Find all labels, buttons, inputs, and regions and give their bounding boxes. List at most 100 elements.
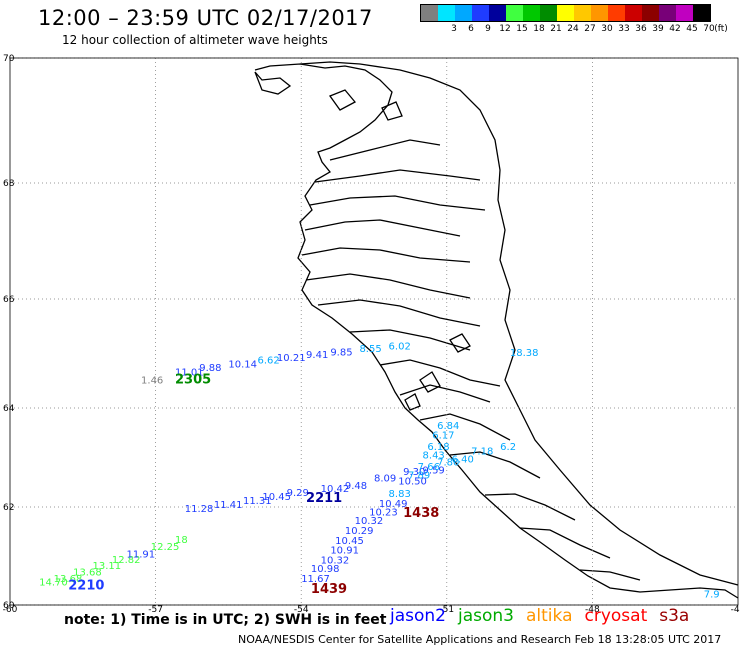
- wave-height-value: 10.42: [321, 484, 350, 495]
- fjord: [349, 329, 471, 351]
- coast-island: [328, 89, 357, 111]
- wave-height-value: 11.01: [175, 367, 204, 378]
- wave-height-value: 11.67: [301, 574, 330, 585]
- wave-height-value: 13.68: [54, 574, 83, 585]
- lon-tick-label: -54: [294, 605, 309, 615]
- wave-height-value: 6.18: [427, 442, 449, 453]
- fjord: [419, 413, 511, 441]
- fjord: [484, 493, 576, 521]
- axis-ticks: 70 68 66 64 62 60-60 -57 -54 -51 -48 -45: [3, 54, 740, 615]
- wave-height-value: 9.59: [423, 465, 445, 476]
- legend-label: 36: [635, 24, 647, 34]
- legend-swatch: [421, 5, 438, 21]
- pass-time-label: 1438: [403, 506, 439, 521]
- wave-height-value: 7.80: [437, 457, 459, 468]
- wave-height-value: 10.14: [228, 360, 257, 371]
- coast-island: [381, 101, 403, 121]
- satellite-legend: jason2 jason3 altika cryosat s3a: [390, 606, 689, 626]
- wave-height-value: 12.25: [151, 542, 180, 553]
- satellite-name: jason3: [458, 606, 514, 626]
- legend-swatch: [472, 5, 489, 21]
- legend-swatch: [523, 5, 540, 21]
- pass-time-label: 2210: [68, 578, 104, 593]
- legend-label: 18: [533, 24, 545, 34]
- wave-height-value: 8.83: [389, 489, 411, 500]
- wave-height-value: 10.32: [321, 555, 350, 566]
- wave-height-value: 14.70: [39, 577, 68, 588]
- legend-label: 33: [618, 24, 630, 34]
- wave-height-value: 11.41: [214, 500, 243, 511]
- legend-label: 39: [652, 24, 664, 34]
- legend-label: 27: [584, 24, 596, 34]
- legend-label: 15: [516, 24, 528, 34]
- color-scale-legend: 3 6 9 12 15 18 21 24 27 30 33 36 39 42 45 70 (ft): [420, 4, 728, 36]
- legend-unit: (ft): [714, 24, 728, 34]
- map-subtitle: 12 hour collection of altimeter wave hei…: [62, 33, 328, 47]
- wave-height-value: 6.17: [432, 431, 454, 442]
- lon-tick-label: -51: [439, 605, 454, 615]
- legend-swatch: [574, 5, 591, 21]
- legend-swatch: [489, 5, 506, 21]
- lon-tick-label: -45: [731, 605, 740, 615]
- legend-swatch: [591, 5, 608, 21]
- wave-height-value: 8.55: [359, 344, 381, 355]
- lat-tick-label: 70: [3, 54, 15, 64]
- wave-height-value: 6.84: [437, 421, 459, 432]
- legend-swatch: [455, 5, 472, 21]
- fjord: [399, 384, 491, 403]
- wave-height-value: 6.02: [389, 342, 411, 353]
- legend-swatch: [608, 5, 625, 21]
- map-frame: [9, 57, 739, 606]
- wave-height-value: 10.29: [345, 526, 374, 537]
- satellite-name: cryosat: [584, 606, 648, 626]
- wave-height-value: 10.23: [369, 507, 398, 518]
- lat-tick-label: 64: [3, 404, 15, 414]
- fjord: [309, 195, 486, 211]
- legend-label: 21: [550, 24, 562, 34]
- coast-island: [449, 333, 471, 353]
- legend-label: 3: [451, 24, 457, 34]
- map-title: 12:00 – 23:59 UTC 02/17/2017: [38, 6, 373, 30]
- wave-height-value: 18.38: [510, 348, 539, 359]
- note-text: note: 1) Time is in UTC; 2) SWH is in fe…: [64, 612, 387, 628]
- fjord: [317, 299, 481, 327]
- wave-height-value: 10.45: [262, 492, 291, 503]
- coast-island: [254, 71, 292, 95]
- color-scale-labels: 3 6 9 12 15 18 21 24 27 30 33 36 39 42 45 70 (ft): [420, 22, 728, 36]
- lat-tick-label: 68: [3, 179, 15, 189]
- legend-label: 70: [703, 24, 715, 34]
- wave-height-value: 10.91: [330, 546, 359, 557]
- legend-label: 24: [567, 24, 579, 34]
- legend-swatch: [625, 5, 642, 21]
- pass-time-label: 2305: [175, 372, 211, 387]
- wave-height-value: 10.45: [335, 536, 364, 547]
- wave-height-value: 10.50: [398, 477, 427, 488]
- wave-height-value: 6.2: [500, 442, 516, 453]
- fjord: [579, 569, 641, 581]
- wave-height-value: 9.29: [287, 488, 309, 499]
- legend-label: 9: [485, 24, 491, 34]
- coast-outline: [254, 63, 739, 599]
- legend-label: 12: [499, 24, 511, 34]
- greenland-coastline: [254, 61, 739, 599]
- wave-height-value: 11.91: [126, 549, 155, 560]
- satellite-name: altika: [526, 606, 573, 626]
- wave-height-value: 1.46: [141, 375, 163, 386]
- wave-height-value: 13.68: [73, 568, 102, 579]
- coast-island: [404, 393, 421, 411]
- fjord: [379, 359, 501, 387]
- legend-swatch: [693, 5, 710, 21]
- legend-swatch: [557, 5, 574, 21]
- color-scale-swatches: [420, 4, 711, 22]
- fjord: [304, 219, 461, 237]
- wave-height-value: 18: [175, 535, 188, 546]
- wave-height-value: 8.43: [423, 450, 445, 461]
- wave-height-value: 9.48: [345, 481, 367, 492]
- wave-height-value: 10.98: [311, 564, 340, 575]
- credit-footer: NOAA/NESDIS Center for Satellite Applica…: [238, 633, 722, 646]
- fjord: [329, 139, 441, 161]
- wave-height-value: 9.85: [330, 348, 352, 359]
- legend-label: 42: [669, 24, 681, 34]
- coast-inner-edge: [299, 61, 739, 586]
